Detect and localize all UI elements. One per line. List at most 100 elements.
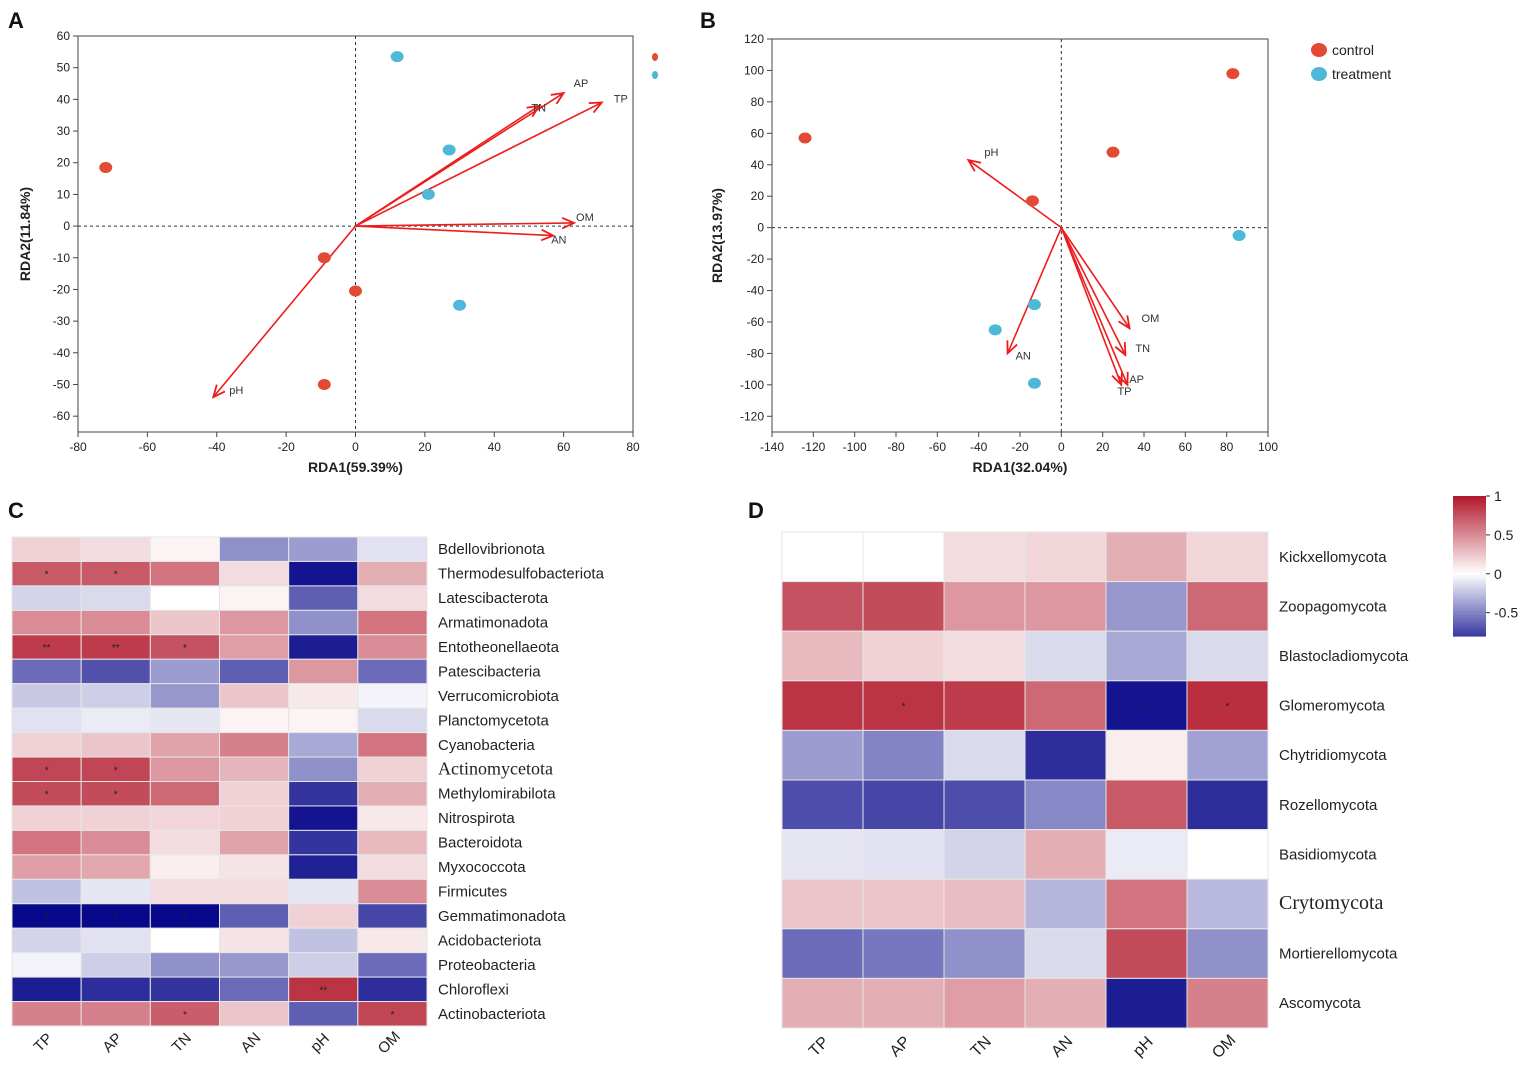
heatmap-cell	[80, 829, 151, 856]
significance-mark: *	[1145, 702, 1149, 713]
significance-mark: *	[390, 1010, 394, 1021]
row-label: Gemmatimonadota	[438, 908, 566, 925]
heatmap-cell	[11, 634, 82, 660]
heatmap-cell	[943, 531, 1026, 583]
heatmap-cell	[288, 585, 359, 611]
colorbar-segment	[1453, 556, 1486, 560]
heatmap-cell	[357, 683, 428, 709]
colorbar-segment	[1453, 547, 1486, 551]
heatmap-cell	[357, 536, 428, 562]
column-label: AP	[99, 1030, 125, 1056]
heatmap-cell	[357, 585, 428, 611]
heatmap-cell	[1186, 531, 1269, 583]
vector-arrowhead-an	[1006, 340, 1018, 356]
vector-label-an: AN	[551, 235, 566, 247]
heatmap-cell	[80, 976, 151, 1003]
heatmap-cell	[288, 536, 359, 562]
heatmap-cell	[357, 560, 428, 587]
heatmap-cell	[80, 952, 151, 978]
sample-point-treatment	[453, 299, 467, 311]
heatmap-cell	[11, 658, 82, 685]
panel-label-b: B	[700, 8, 716, 33]
heatmap-cell	[80, 536, 151, 562]
y-tick-label: 80	[751, 95, 765, 109]
heatmap-cell	[1024, 878, 1107, 930]
significance-mark: *	[45, 912, 49, 923]
y-tick-label: 0	[757, 221, 764, 235]
heatmap-cell	[1105, 630, 1188, 682]
heatmap-cell	[862, 680, 945, 731]
panel-label-c: C	[8, 498, 24, 523]
y-tick-label: 100	[744, 63, 764, 77]
column-label: TP	[806, 1034, 832, 1060]
heatmap-cell	[862, 531, 945, 583]
heatmap-cell	[80, 707, 151, 734]
colorbar-segment	[1453, 542, 1486, 546]
significance-mark: *	[183, 1010, 187, 1021]
heatmap-cell	[149, 585, 220, 611]
vector-arrowhead-ph	[966, 158, 982, 172]
vector-arrowhead-tp	[1117, 371, 1129, 387]
heatmap-cell	[288, 756, 359, 782]
panel-label-a: A	[8, 8, 24, 33]
heatmap-cell	[219, 658, 290, 685]
row-label: Kickxellomycota	[1279, 549, 1387, 566]
colorbar-segment	[1453, 540, 1486, 544]
heatmap-cell	[11, 756, 82, 782]
heatmap-cell	[219, 683, 290, 709]
heatmap-cell	[80, 658, 151, 685]
panel-a-rda-plot: -80 -60 -40 -20 0 20 40 60 80 60 50 40 30 20 10 0 -10 -20…	[17, 29, 658, 475]
sample-point-control	[317, 378, 331, 390]
colorbar-segment	[1453, 584, 1486, 588]
sample-point-treatment	[442, 144, 456, 156]
colorbar-segment	[1453, 526, 1486, 530]
heatmap-cell	[80, 756, 151, 782]
significance-mark: *	[902, 702, 906, 713]
vector-ap	[1060, 227, 1123, 386]
vector-tp	[1060, 227, 1129, 386]
legend-label-treatment: treatment	[1332, 66, 1391, 82]
heatmap-cell	[288, 952, 359, 978]
colorbar-segment	[1453, 596, 1486, 600]
heatmap-cell	[80, 683, 151, 709]
heatmap-cell	[288, 878, 359, 905]
vector-an	[1006, 227, 1063, 354]
plot-frame-b	[771, 38, 1269, 433]
heatmap-cell	[357, 609, 428, 636]
heatmap-cell	[219, 1001, 290, 1027]
heatmap-cell	[11, 854, 82, 880]
x-tick-label: -100	[843, 440, 867, 454]
heatmap-cell	[781, 779, 864, 831]
vector-tp	[355, 101, 603, 227]
panel-d-heatmap: Kickxellomycota Zoopagomycota Blastocladio…	[781, 531, 1409, 1062]
row-label: Zoopagomycota	[1279, 598, 1387, 615]
vector-label-tn: TN	[531, 103, 546, 115]
heatmap-cell	[288, 658, 359, 685]
y-tick-label: 60	[57, 29, 71, 43]
clipped-point-control	[652, 53, 658, 61]
colorbar-segment	[1453, 554, 1486, 558]
y-tick-label: 20	[57, 156, 71, 170]
row-label: Rozellomycota	[1279, 797, 1378, 814]
colorbar-segment	[1453, 559, 1486, 562]
heatmap-cell	[11, 536, 82, 562]
heatmap-cell	[80, 732, 151, 758]
heatmap-cell	[357, 805, 428, 831]
clipped-point-treatment	[652, 71, 658, 79]
heatmap-cell	[943, 779, 1026, 831]
heatmap-cell	[1105, 531, 1188, 583]
column-label: pH	[1130, 1034, 1156, 1060]
heatmap-cell	[1186, 829, 1269, 880]
heatmap-cell	[149, 560, 220, 587]
heatmap-cell	[11, 585, 82, 611]
vector-arrowhead-tp	[588, 101, 604, 114]
colorbar-segment	[1453, 619, 1486, 623]
sample-point-treatment	[1027, 299, 1041, 311]
vector-tn	[1060, 227, 1127, 356]
heatmap-cell	[943, 928, 1026, 979]
y-tick-label: 50	[57, 61, 71, 75]
heatmap-cell	[781, 630, 864, 682]
vector-label-om: OM	[1142, 313, 1160, 325]
heatmap-cell	[862, 630, 945, 682]
colorbar-segment	[1453, 524, 1486, 527]
